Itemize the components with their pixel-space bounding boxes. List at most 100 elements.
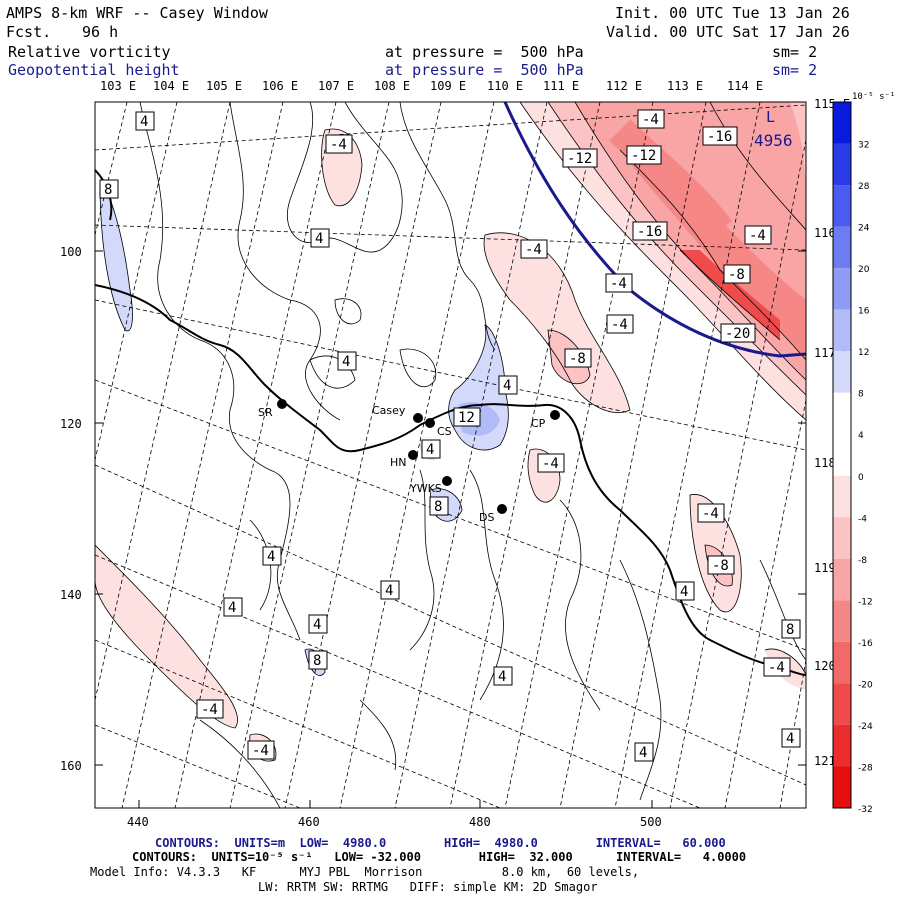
svg-text:-12: -12	[631, 148, 656, 164]
contour-label: -20	[720, 323, 756, 343]
contour-label: -4	[520, 239, 548, 259]
colorbar-tick-label: 28	[858, 182, 870, 192]
x-tick-label: 460	[298, 815, 320, 829]
svg-text:-8: -8	[569, 351, 586, 367]
colorbar-swatch	[833, 185, 851, 227]
y-tick-label: 160	[60, 759, 82, 773]
colorbar-swatch	[833, 517, 851, 559]
colorbar-swatch	[833, 558, 851, 601]
svg-text:-4: -4	[702, 506, 719, 522]
contour-label: -4	[763, 657, 791, 677]
lon-label: 112 E	[606, 79, 642, 93]
station-label-sr: SR	[258, 406, 273, 419]
station-marker-sr	[277, 399, 287, 409]
svg-text:4: 4	[503, 378, 511, 394]
contour-label: -4	[744, 225, 772, 245]
colorbar-tick-label: -16	[858, 639, 873, 649]
low-center-value: 4956	[754, 131, 793, 150]
lon-label: 103 E	[100, 79, 136, 93]
lon-label: 109 E	[430, 79, 466, 93]
colorbar-tick-label: 0	[858, 473, 864, 483]
colorbar-tick-label: -4	[858, 514, 867, 524]
svg-text:4: 4	[315, 231, 323, 247]
pressure-level-2: at pressure = 500 hPa	[385, 61, 584, 79]
footer-model-info: Model Info: V4.3.3 KF MYJ PBL Morrison 8…	[90, 865, 640, 879]
lon-label: 108 E	[374, 79, 410, 93]
lon-label: 110 E	[487, 79, 523, 93]
contour-label: 4	[634, 742, 654, 762]
contour-labels: 4 -4 8 4 -4 -12 -12 -16 -16 -4 -4 -4 -8 …	[99, 109, 801, 762]
station-marker-cp	[550, 410, 560, 420]
x-tick-label: 500	[640, 815, 662, 829]
init-time: Init. 00 UTC Tue 13 Jan 26	[615, 4, 850, 22]
pressure-level-1: at pressure = 500 hPa	[385, 43, 584, 61]
colorbar-swatch	[833, 309, 851, 352]
svg-text:4: 4	[498, 669, 506, 685]
contour-label: 8	[781, 619, 801, 639]
station-label-cp: CP	[531, 417, 546, 430]
station-label-cs: CS	[437, 425, 452, 438]
stations: SR Casey CS HN YWKS CP DS	[258, 399, 560, 524]
lon-label: 114 E	[727, 79, 763, 93]
contour-label: -4	[697, 503, 725, 523]
colorbar-frame	[832, 101, 852, 809]
footer-height-contours: CONTOURS: UNITS=m LOW= 4980.0 HIGH= 4980…	[155, 836, 726, 850]
svg-text:-4: -4	[611, 317, 628, 333]
svg-text:-12: -12	[567, 151, 592, 167]
colorbar-tick-label: 20	[858, 265, 870, 275]
colorbar-swatch	[833, 683, 851, 725]
svg-text:-4: -4	[642, 112, 659, 128]
contour-label: -8	[564, 348, 592, 368]
y-tick-label: 100	[60, 245, 82, 259]
svg-text:4: 4	[228, 600, 236, 616]
contour-label: 4	[310, 228, 330, 248]
svg-text:12: 12	[458, 410, 475, 426]
station-label-ywks: YWKS	[409, 482, 442, 495]
y-tick-label: 120	[60, 417, 82, 431]
valid-time: Valid. 00 UTC Sat 17 Jan 26	[606, 23, 850, 41]
colorbar-tick-label: -8	[858, 556, 867, 566]
contour-label: -12	[562, 148, 598, 168]
y-tick-label: 140	[60, 588, 82, 602]
svg-text:8: 8	[786, 622, 794, 638]
colorbar-tick-label: 16	[858, 307, 870, 317]
station-marker-hn	[408, 450, 418, 460]
svg-text:-4: -4	[201, 702, 218, 718]
svg-text:-20: -20	[725, 326, 750, 342]
contour-label: -4	[247, 740, 275, 760]
contour-label: -16	[632, 221, 668, 241]
contour-label: -12	[626, 145, 662, 165]
svg-text:-4: -4	[610, 276, 627, 292]
contour-label: -4	[637, 109, 665, 129]
contour-label: 4	[337, 351, 357, 371]
field-vorticity-label: Relative vorticity	[8, 43, 171, 61]
colorbar-swatch	[833, 268, 851, 310]
colorbar-tick-label: -32	[858, 805, 873, 815]
colorbar-swatch	[833, 475, 851, 518]
svg-text:-4: -4	[525, 242, 542, 258]
lon-label: 113 E	[667, 79, 703, 93]
svg-text:-4: -4	[542, 456, 559, 472]
contour-label: 4	[498, 375, 518, 395]
contour-label: 4	[421, 439, 441, 459]
forecast-label: Fcst.	[6, 23, 52, 41]
svg-text:8: 8	[434, 499, 442, 515]
colorbar-swatch	[833, 434, 851, 476]
colorbar-swatch	[833, 724, 851, 767]
contour-label: -4	[537, 453, 565, 473]
svg-text:-4: -4	[749, 228, 766, 244]
colorbar-swatch	[833, 600, 851, 642]
lon-label: 105 E	[206, 79, 242, 93]
svg-text:4: 4	[385, 583, 393, 599]
svg-text:4: 4	[267, 549, 275, 565]
colorbar-swatch	[833, 392, 851, 435]
station-label-ds: DS	[479, 511, 494, 524]
colorbar-swatch	[833, 143, 851, 186]
svg-text:-8: -8	[712, 558, 729, 574]
footer-vorticity-contours: CONTOURS: UNITS=10⁻⁵ s⁻¹ LOW= -32.000 HI…	[132, 850, 747, 864]
contour-label: -8	[707, 555, 735, 575]
svg-text:-16: -16	[637, 224, 662, 240]
colorbar-swatch	[833, 226, 851, 269]
station-label-hn: HN	[390, 456, 407, 469]
contour-label: -4	[196, 699, 224, 719]
